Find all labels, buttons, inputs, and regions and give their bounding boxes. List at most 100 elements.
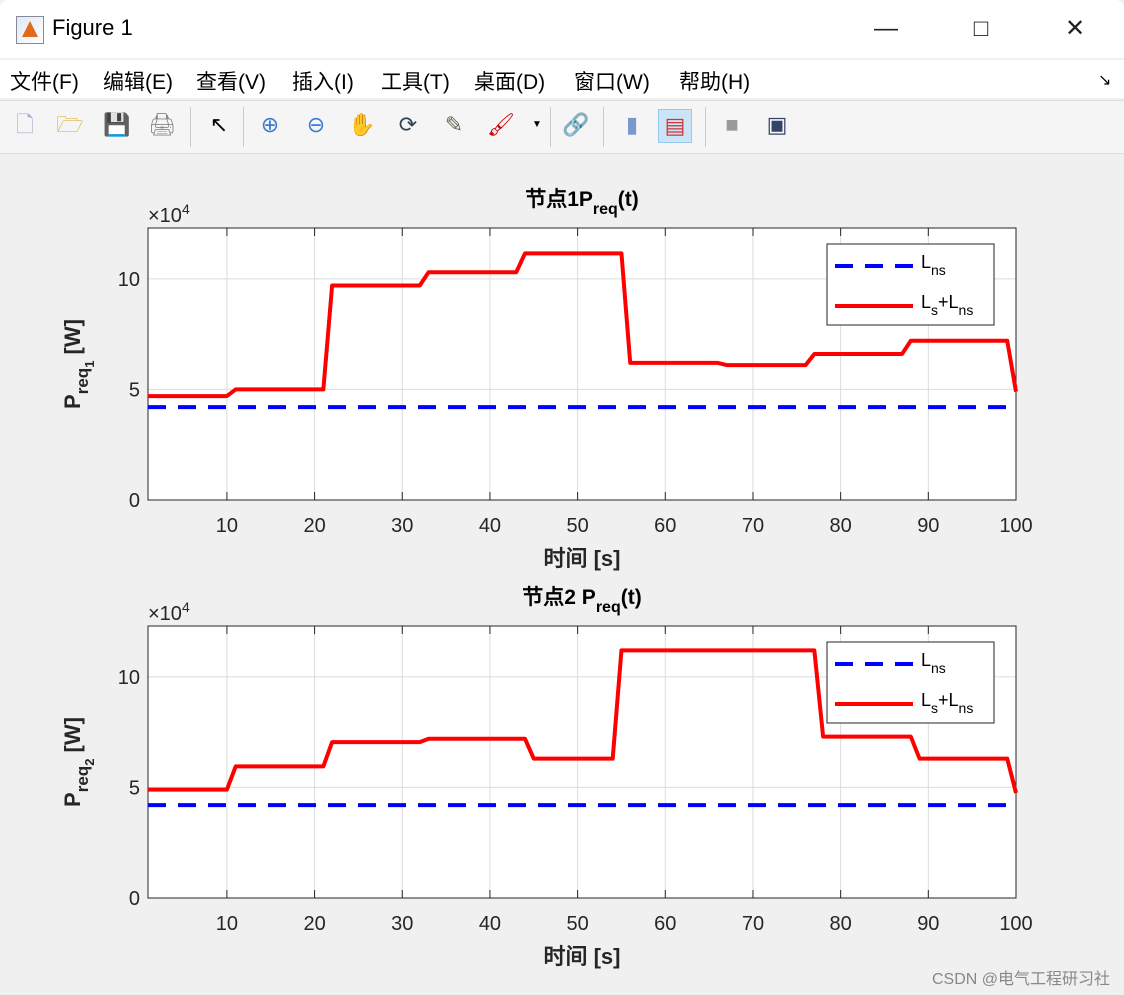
chart-2: 10 20 30 40 50 60 70 80 90 100 0 5 10 ×104 节点2 Preq(t)…	[60, 585, 1033, 969]
close-button[interactable]: ✕	[1064, 15, 1086, 42]
legend-sub: ns	[931, 262, 946, 278]
y-tick-label: 0	[129, 490, 140, 512]
x-tick-label: 20	[303, 913, 325, 935]
y-label-subsub: 1	[82, 361, 97, 368]
x-tick-label: 30	[391, 913, 413, 935]
x-tick-label: 70	[742, 515, 764, 537]
hide-plot-tools-icon[interactable]: ■	[725, 112, 739, 137]
matlab-icon	[16, 16, 44, 44]
legend-plus: +L	[938, 690, 959, 710]
toolbar: 🗋 🗁 💾 🖨 ↖ ⊕ ⊖ ✋ ⟳ ✎ 🖌 ▼ 🔗 ▮ ▤ ■ ▣	[0, 100, 1124, 154]
legend-label: Ls+Lns	[921, 690, 973, 716]
series-ls-lns-line	[148, 648, 1018, 794]
watermark: CSDN @电气工程研习社	[931, 971, 1110, 988]
brush-icon[interactable]: 🖌	[487, 112, 515, 137]
x-tick-label: 30	[391, 515, 413, 537]
x-tick-label: 20	[303, 515, 325, 537]
brush-dropdown-icon[interactable]: ▼	[532, 119, 542, 130]
x-tick-label: 80	[830, 515, 852, 537]
y-axis-label: Preq1 [W]	[60, 319, 97, 409]
menu-help[interactable]: 帮助(H)	[679, 71, 751, 94]
x-tick-label: 100	[999, 515, 1032, 537]
legend-sub: ns	[931, 660, 946, 676]
title-bar: Figure 1 — □ ✕	[0, 0, 1124, 58]
y-label-unit: [W]	[60, 319, 85, 361]
open-icon[interactable]: 🗁	[56, 112, 84, 137]
zoom-in-icon[interactable]: ⊕	[260, 112, 280, 137]
legend-plus: +L	[938, 292, 959, 312]
x-tick-label: 50	[566, 515, 588, 537]
title-suffix: (t)	[621, 586, 642, 609]
menu-window[interactable]: 窗口(W)	[574, 71, 650, 94]
axes-box	[147, 625, 1017, 899]
axes-box	[147, 227, 1017, 501]
menu-tools[interactable]: 工具(T)	[381, 71, 450, 94]
menu-file[interactable]: 文件(F)	[10, 71, 79, 94]
x-tick-label: 10	[216, 515, 238, 537]
menu-edit[interactable]: 编辑(E)	[103, 71, 173, 94]
menu-desktop[interactable]: 桌面(D)	[474, 71, 546, 94]
pan-icon[interactable]: ✋	[348, 112, 376, 137]
data-cursor-icon[interactable]: ✎	[444, 112, 464, 137]
legend-sub: ns	[959, 302, 974, 318]
legend-sub: s	[931, 700, 938, 716]
exponent-sup: 4	[182, 599, 190, 615]
menu-view[interactable]: 查看(V)	[196, 71, 266, 94]
x-tick-label: 50	[566, 913, 588, 935]
legend-box	[826, 243, 995, 326]
x-tick-label: 100	[999, 913, 1032, 935]
y-tick-label: 10	[118, 667, 140, 689]
legend-sub: s	[931, 302, 938, 318]
save-icon[interactable]: 💾	[103, 112, 131, 137]
y-tick-label: 10	[118, 269, 140, 291]
x-tick-label: 10	[216, 913, 238, 935]
window-title: Figure 1	[52, 15, 133, 40]
y-tick-label: 5	[129, 777, 140, 799]
colorbar-icon[interactable]: ▮	[625, 112, 639, 137]
series-ls-lns-line	[148, 251, 1018, 399]
x-axis-label: 时间 [s]	[543, 944, 620, 969]
print-icon[interactable]: 🖨	[148, 112, 176, 137]
title-subscript: req	[596, 599, 621, 616]
x-tick-label: 90	[917, 515, 939, 537]
new-figure-icon[interactable]: 🗋	[16, 112, 34, 137]
y-label-sub: req	[73, 766, 92, 792]
chart-title: 节点1Preq(t)	[525, 187, 639, 218]
pointer-icon[interactable]: ↖	[209, 112, 229, 137]
title-suffix: (t)	[618, 188, 639, 211]
rotate-icon[interactable]: ⟳	[398, 112, 418, 137]
menu-insert[interactable]: 插入(I)	[292, 71, 354, 94]
minimize-button[interactable]: —	[874, 15, 898, 42]
menu-bar: 文件(F) 编辑(E) 查看(V) 插入(I) 工具(T) 桌面(D) 窗口(W…	[0, 60, 1124, 98]
exponent-label: ×104	[148, 599, 190, 625]
x-tick-label: 60	[654, 913, 676, 935]
x-tick-label: 60	[654, 515, 676, 537]
x-axis-label: 时间 [s]	[543, 546, 620, 571]
y-label-sub: req	[73, 368, 92, 394]
zoom-out-icon[interactable]: ⊖	[306, 112, 326, 137]
show-plot-tools-icon[interactable]: ▣	[766, 112, 788, 137]
y-label-subsub: 2	[82, 759, 97, 766]
exponent-sup: 4	[182, 201, 190, 217]
chart-1: 10 20 30 40 50 60 70 80 90 100 0 5 10 ×104 节点1Preq(t) 时…	[60, 187, 1033, 571]
x-tick-label: 80	[830, 913, 852, 935]
x-tick-label: 40	[479, 913, 501, 935]
legend-icon[interactable]: ▤	[658, 109, 692, 143]
legend-sub: ns	[959, 700, 974, 716]
dock-arrow-icon[interactable]: ↘	[1098, 72, 1112, 89]
y-axis-label: Preq2 [W]	[60, 717, 97, 807]
y-label-unit: [W]	[60, 717, 85, 759]
x-tick-label: 90	[917, 913, 939, 935]
exponent-label: ×104	[148, 201, 190, 227]
chart-title: 节点2 Preq(t)	[522, 585, 641, 616]
y-tick-label: 0	[129, 888, 140, 910]
maximize-button[interactable]: □	[973, 15, 989, 42]
x-tick-label: 70	[742, 913, 764, 935]
legend-box	[826, 641, 995, 724]
x-tick-label: 40	[479, 515, 501, 537]
title-subscript: req	[593, 201, 618, 218]
link-icon[interactable]: 🔗	[562, 112, 590, 137]
